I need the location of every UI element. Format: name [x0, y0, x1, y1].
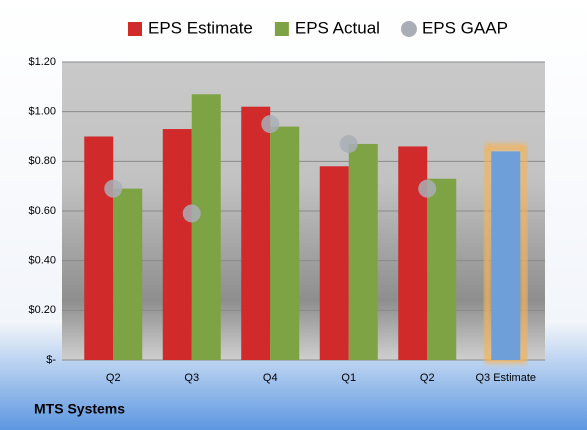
- y-tick-label: $0.60: [28, 205, 56, 217]
- gaap-marker: [339, 134, 358, 153]
- y-tick-label: $0.40: [28, 255, 56, 267]
- y-tick-label: $1.00: [28, 106, 56, 118]
- chart-title: MTS Systems: [34, 401, 125, 417]
- bar: [427, 178, 457, 360]
- legend-label: EPS GAAP: [422, 18, 508, 37]
- bar: [191, 94, 221, 361]
- bar: [270, 126, 300, 360]
- x-tick-label: Q3 Estimate: [475, 372, 536, 384]
- bar: [319, 166, 349, 360]
- bar: [398, 146, 428, 360]
- x-tick-label: Q4: [263, 372, 278, 384]
- legend-marker: [274, 22, 289, 36]
- legend-label: EPS Estimate: [148, 18, 253, 37]
- x-tick-label: Q2: [420, 372, 435, 384]
- bar: [348, 143, 378, 360]
- gaap-marker: [182, 204, 201, 223]
- legend-marker: [128, 22, 142, 36]
- bar: [84, 136, 114, 360]
- y-tick-label: $0.20: [28, 304, 56, 316]
- x-tick-label: Q3: [184, 372, 199, 384]
- legend-marker: [400, 21, 417, 37]
- y-tick-label: $-: [46, 354, 56, 366]
- bar: [491, 151, 521, 360]
- gaap-marker: [418, 179, 437, 198]
- bar: [241, 106, 271, 360]
- bar: [113, 188, 143, 360]
- legend-label: EPS Actual: [295, 18, 380, 37]
- bar: [162, 129, 192, 360]
- x-tick-label: Q2: [106, 372, 121, 384]
- y-tick-label: $1.20: [28, 56, 56, 68]
- gaap-marker: [104, 179, 123, 198]
- x-tick-label: Q1: [341, 372, 356, 384]
- gaap-marker: [261, 115, 280, 134]
- y-tick-label: $0.80: [28, 155, 56, 167]
